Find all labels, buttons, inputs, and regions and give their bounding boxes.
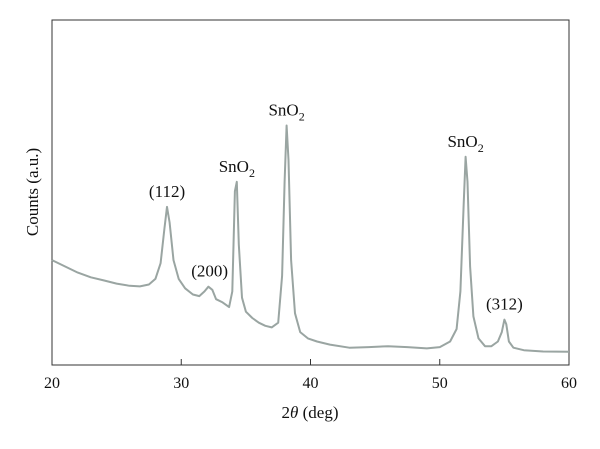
x-tick-label: 60 [561, 375, 577, 392]
y-axis-label: Counts (a.u.) [23, 148, 42, 236]
peak-label: SnO2 [447, 132, 483, 155]
x-tick-label: 20 [44, 375, 60, 392]
x-axis-label: 2θ (deg) [282, 403, 339, 422]
peak-label: (312) [486, 295, 523, 314]
peak-annotations: (112) (200) SnO2 SnO2 SnO2 (312) [149, 101, 523, 314]
peak-label: SnO2 [219, 157, 255, 180]
x-tick-label: 30 [173, 375, 189, 392]
x-axis-ticks: 20 30 40 50 60 [44, 359, 577, 392]
series-line [51, 124, 570, 353]
peak-label: (112) [149, 182, 185, 201]
x-tick-label: 40 [303, 375, 319, 392]
x-tick-label: 50 [432, 375, 448, 392]
peak-label: SnO2 [268, 101, 304, 124]
peak-label: (200) [191, 262, 228, 281]
